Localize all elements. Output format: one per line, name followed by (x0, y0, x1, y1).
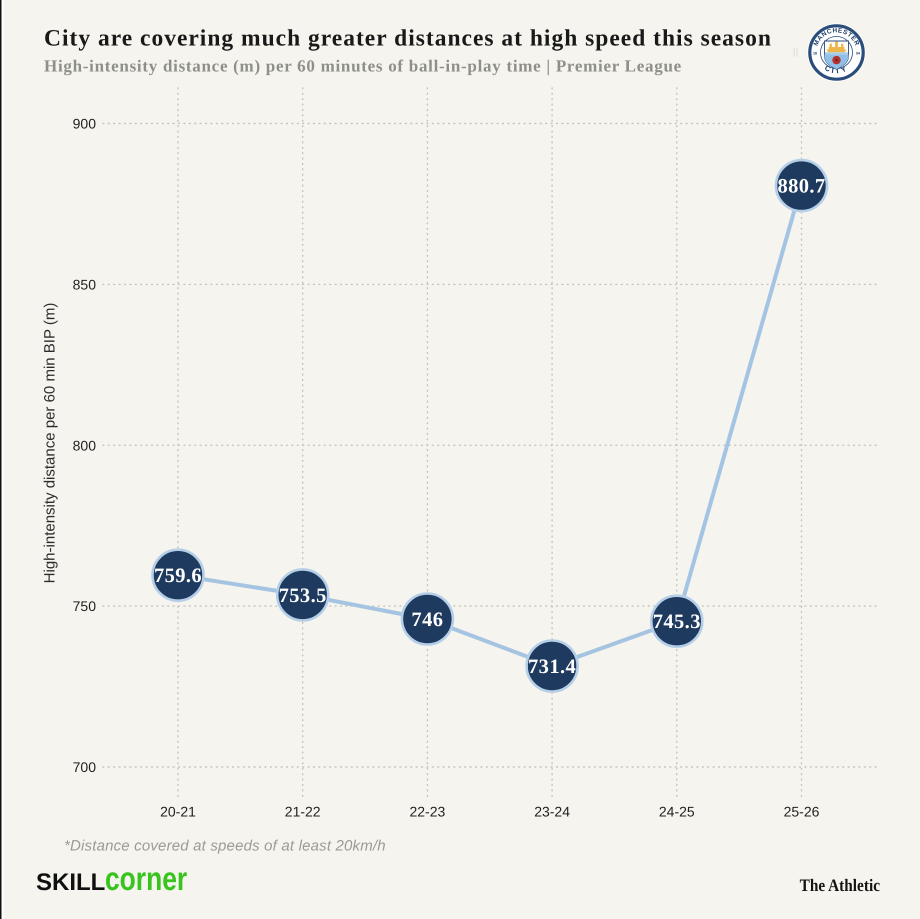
svg-text:900: 900 (73, 116, 97, 132)
svg-text:880.7: 880.7 (777, 176, 825, 198)
svg-text:759.6: 759.6 (154, 565, 202, 587)
svg-text:City are covering much greater: City are covering much greater distances… (44, 25, 772, 51)
svg-text:18: 18 (813, 52, 817, 56)
svg-text:731.4: 731.4 (528, 656, 576, 678)
svg-text:22-23: 22-23 (409, 804, 445, 820)
svg-text:800: 800 (73, 437, 97, 453)
svg-text:The Athletic: The Athletic (800, 875, 881, 895)
svg-text:20-21: 20-21 (160, 804, 196, 820)
svg-text:23-24: 23-24 (534, 804, 570, 820)
svg-text:corner: corner (105, 860, 187, 897)
svg-text:753.5: 753.5 (279, 585, 327, 607)
svg-text:850: 850 (73, 276, 97, 292)
svg-text:SKILL: SKILL (36, 869, 105, 896)
svg-text:High-intensity distance per 60: High-intensity distance per 60 min BIP (… (42, 303, 59, 584)
svg-text:High-intensity distance (m) pe: High-intensity distance (m) per 60 minut… (44, 56, 682, 75)
svg-text:24-25: 24-25 (659, 804, 695, 820)
svg-text:746: 746 (411, 609, 443, 631)
svg-text:745.3: 745.3 (653, 611, 701, 633)
svg-text:21-22: 21-22 (285, 804, 321, 820)
svg-text:700: 700 (73, 759, 97, 775)
svg-text:25-26: 25-26 (784, 804, 820, 820)
svg-text:94: 94 (856, 52, 860, 56)
svg-text:*Distance covered at speeds of: *Distance covered at speeds of at least … (64, 838, 386, 855)
svg-text:750: 750 (73, 598, 97, 614)
